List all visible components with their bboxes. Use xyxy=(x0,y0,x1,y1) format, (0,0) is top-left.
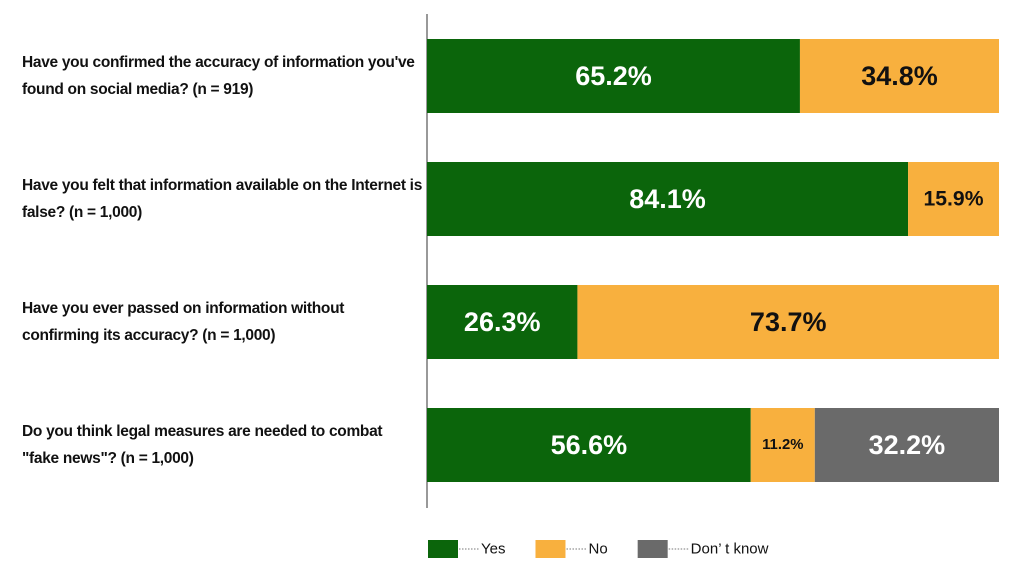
bar-segment xyxy=(577,285,999,359)
category-label: Have you felt that information available… xyxy=(22,177,423,221)
value-label: 32.2% xyxy=(869,430,946,460)
bar-segment xyxy=(814,408,999,482)
bar-segment xyxy=(427,162,909,236)
value-label: 56.6% xyxy=(551,430,628,460)
value-label: 34.8% xyxy=(861,61,938,91)
legend-label: Don’ t know xyxy=(691,541,769,558)
legend-swatch xyxy=(428,540,458,558)
value-label: 15.9% xyxy=(924,188,984,211)
legend-swatch xyxy=(535,540,566,558)
legend-label: No xyxy=(588,541,607,558)
legend-swatch xyxy=(637,540,668,558)
bar-segment xyxy=(799,39,999,113)
value-label: 26.3% xyxy=(464,307,541,337)
value-label: 11.2% xyxy=(762,437,803,453)
bar-segment xyxy=(908,162,999,236)
category-label: Do you think legal measures are needed t… xyxy=(22,423,383,467)
bar-segment xyxy=(427,285,578,359)
value-label: 73.7% xyxy=(750,307,827,337)
value-label: 84.1% xyxy=(629,184,706,214)
category-label: Have you ever passed on information with… xyxy=(22,300,345,344)
value-label: 65.2% xyxy=(575,61,652,91)
bar-segment xyxy=(750,408,815,482)
category-label: Have you confirmed the accuracy of infor… xyxy=(22,54,415,98)
bar-segment xyxy=(427,408,751,482)
bar-segment xyxy=(427,39,800,113)
legend-label: Yes xyxy=(481,541,505,558)
